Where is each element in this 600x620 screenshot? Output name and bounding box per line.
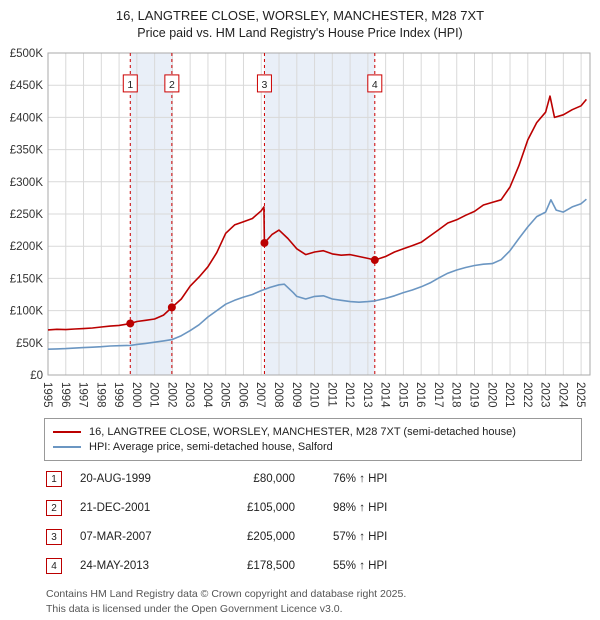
svg-text:2009: 2009: [290, 382, 302, 408]
svg-text:4: 4: [372, 79, 378, 91]
hpi-delta: 76% ↑ HPI: [333, 473, 388, 486]
table-row: 2 21-DEC-2001 £105,000 98% ↑ HPI: [46, 500, 600, 517]
table-row: 3 07-MAR-2007 £205,000 57% ↑ HPI: [46, 529, 600, 546]
license-footer: Contains HM Land Registry data © Crown c…: [46, 587, 600, 615]
marker-number-badge: 3: [46, 529, 62, 546]
red-line-swatch: [53, 431, 81, 434]
svg-text:2016: 2016: [414, 382, 426, 408]
svg-text:2019: 2019: [467, 382, 479, 408]
svg-text:2022: 2022: [521, 382, 533, 408]
svg-text:2005: 2005: [219, 382, 231, 408]
svg-text:1: 1: [127, 79, 133, 91]
marker-number-badge: 2: [46, 500, 62, 517]
legend-item-hpi: HPI: Average price, semi-detached house,…: [53, 441, 573, 453]
svg-text:£250K: £250K: [10, 209, 44, 221]
svg-text:2017: 2017: [432, 382, 444, 408]
svg-text:£300K: £300K: [10, 177, 44, 189]
svg-text:£350K: £350K: [10, 145, 44, 157]
svg-text:£500K: £500K: [10, 48, 44, 60]
table-row: 1 20-AUG-1999 £80,000 76% ↑ HPI: [46, 471, 600, 488]
blue-line-swatch: [53, 446, 81, 449]
svg-text:£0: £0: [30, 370, 43, 382]
chart-header: 16, LANGTREE CLOSE, WORSLEY, MANCHESTER,…: [0, 0, 600, 41]
sale-date: 20-AUG-1999: [80, 473, 151, 486]
svg-text:1995: 1995: [41, 382, 53, 408]
table-row: 4 24-MAY-2013 £178,500 55% ↑ HPI: [46, 558, 600, 575]
svg-text:2003: 2003: [183, 382, 195, 408]
svg-text:2000: 2000: [130, 382, 142, 408]
price-chart: 1 2 3 4 £0 £50K £100K £150K £200K £250K £300K £350K…: [10, 48, 591, 409]
chart-legend: 16, LANGTREE CLOSE, WORSLEY, MANCHESTER,…: [44, 418, 582, 462]
svg-text:2006: 2006: [236, 382, 248, 408]
sale-price: £205,000: [247, 531, 295, 544]
svg-text:3: 3: [262, 79, 268, 91]
sale-price: £178,500: [247, 560, 295, 573]
svg-text:1999: 1999: [112, 382, 124, 408]
hpi-delta: 98% ↑ HPI: [333, 502, 388, 515]
sale-date: 07-MAR-2007: [80, 531, 152, 544]
svg-text:£400K: £400K: [10, 113, 44, 125]
svg-text:1996: 1996: [59, 382, 71, 408]
svg-text:£50K: £50K: [16, 338, 43, 350]
svg-text:£100K: £100K: [10, 306, 44, 318]
svg-text:1997: 1997: [77, 382, 89, 408]
svg-text:2021: 2021: [503, 382, 515, 408]
footer-line-1: Contains HM Land Registry data © Crown c…: [46, 588, 407, 601]
svg-text:2007: 2007: [254, 382, 266, 408]
svg-text:£200K: £200K: [10, 242, 44, 254]
legend-item-property: 16, LANGTREE CLOSE, WORSLEY, MANCHESTER,…: [53, 426, 573, 438]
svg-text:2004: 2004: [201, 382, 213, 408]
marker-number-badge: 1: [46, 471, 62, 488]
svg-text:2018: 2018: [450, 382, 462, 408]
page-title: 16, LANGTREE CLOSE, WORSLEY, MANCHESTER,…: [115, 8, 485, 23]
svg-text:2: 2: [169, 79, 175, 91]
sale-date: 21-DEC-2001: [80, 502, 151, 515]
legend-label-hpi: HPI: Average price, semi-detached house,…: [89, 441, 333, 454]
sale-date: 24-MAY-2013: [80, 560, 150, 573]
hpi-delta: 57% ↑ HPI: [333, 531, 388, 544]
svg-text:1998: 1998: [94, 382, 106, 408]
transactions-table: 1 20-AUG-1999 £80,000 76% ↑ HPI 2 21-DEC…: [46, 471, 600, 575]
svg-text:2014: 2014: [379, 382, 391, 408]
sale-price: £80,000: [253, 473, 295, 486]
svg-text:2001: 2001: [148, 382, 160, 408]
footer-line-2: This data is licensed under the Open Gov…: [46, 602, 343, 615]
svg-text:2011: 2011: [325, 382, 337, 407]
svg-text:£450K: £450K: [10, 81, 44, 93]
hpi-delta: 55% ↑ HPI: [333, 560, 388, 573]
svg-text:2013: 2013: [361, 382, 373, 408]
marker-number-badge: 4: [46, 558, 62, 575]
svg-text:2020: 2020: [485, 382, 497, 408]
legend-label-property: 16, LANGTREE CLOSE, WORSLEY, MANCHESTER,…: [89, 426, 516, 439]
svg-text:2015: 2015: [396, 382, 408, 408]
svg-text:2025: 2025: [574, 382, 586, 408]
svg-text:2010: 2010: [308, 382, 320, 408]
svg-text:2008: 2008: [272, 382, 284, 408]
svg-text:2002: 2002: [165, 382, 177, 408]
svg-text:2024: 2024: [556, 382, 568, 408]
svg-text:£150K: £150K: [10, 274, 44, 286]
sale-price: £105,000: [247, 502, 295, 515]
svg-text:2023: 2023: [539, 382, 551, 408]
svg-text:2012: 2012: [343, 382, 355, 408]
page-subtitle: Price paid vs. HM Land Registry's House …: [137, 25, 463, 40]
